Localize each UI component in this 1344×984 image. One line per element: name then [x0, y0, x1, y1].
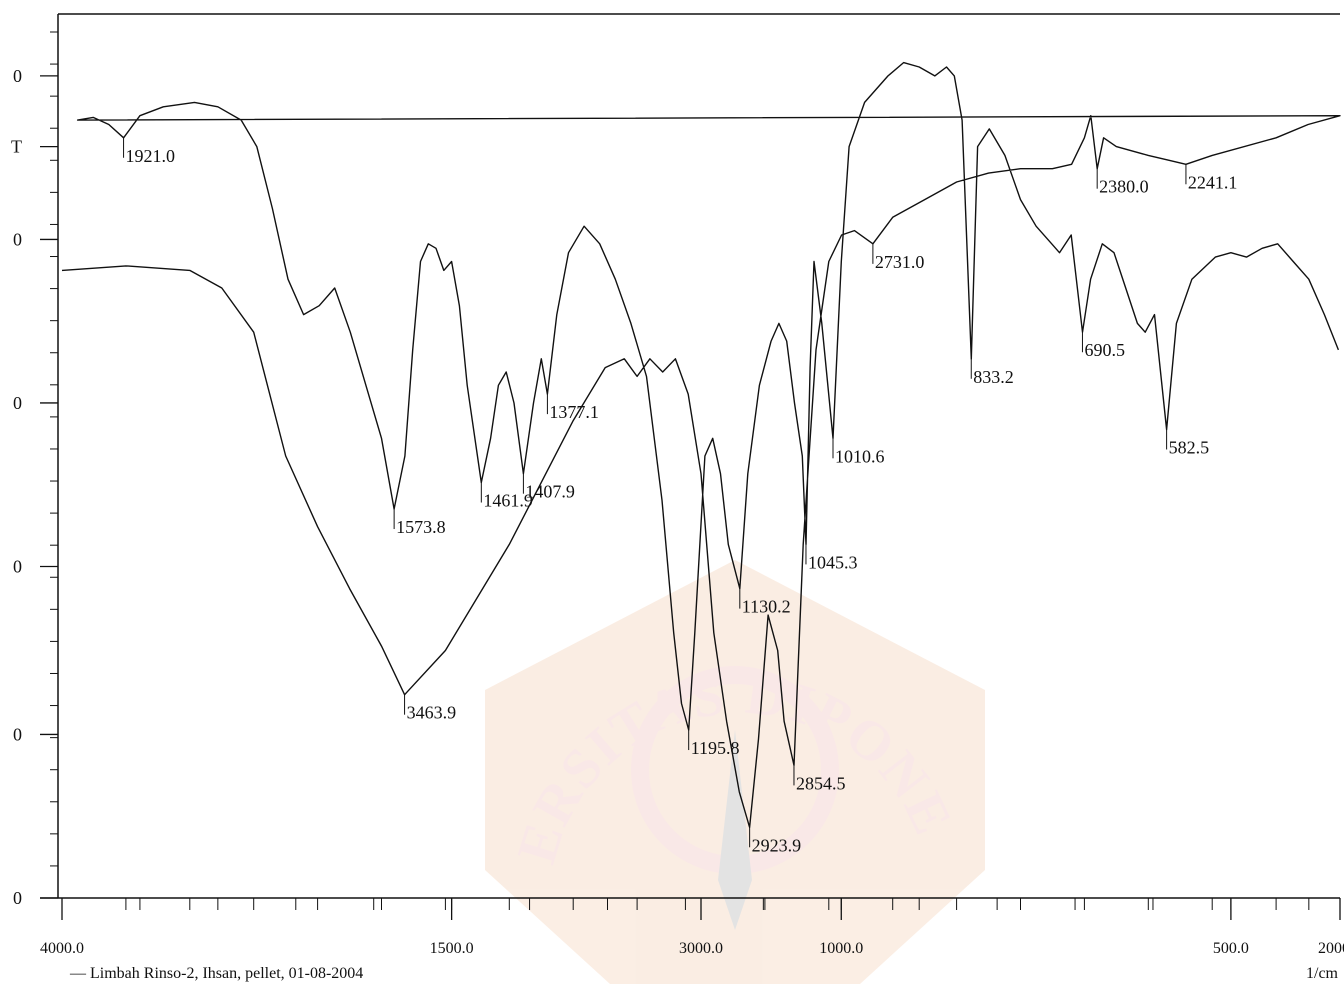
y-tick-label: 0: [13, 229, 22, 249]
seal-text: UNIVERSITAS DIPONEGORO: [0, 0, 962, 870]
peak-label: 833.2: [973, 367, 1014, 387]
peak-label: 1130.2: [742, 597, 791, 617]
peak-label: 1407.9: [525, 482, 575, 502]
x-tick-label: 1000.0: [819, 940, 863, 957]
peak-label: 1010.6: [835, 446, 885, 466]
peak-label: 2854.5: [796, 773, 846, 793]
x-tick-label: 2000.0: [1318, 940, 1344, 957]
y-tick-label: 0: [13, 724, 22, 744]
peak-label: 3463.9: [407, 703, 457, 723]
peak-label: 690.5: [1084, 340, 1125, 360]
peak-label: 1377.1: [549, 402, 599, 422]
peak-label: 2241.1: [1188, 172, 1238, 192]
peak-label: 1045.3: [808, 552, 858, 572]
x-tick-label: 500.0: [1213, 940, 1249, 957]
legend-text: — Limbah Rinso-2, Ihsan, pellet, 01-08-2…: [69, 965, 363, 982]
y-tick-label: 0: [13, 557, 22, 577]
spectrum-series: [61, 61, 1341, 828]
peak-label: 1573.8: [396, 517, 446, 537]
y-tick-label: 0: [13, 393, 22, 413]
peak-label: 2380.0: [1099, 177, 1149, 197]
peak-label: 1921.0: [126, 146, 176, 166]
spectrum-line: [61, 61, 1341, 828]
peak-label: 1195.8: [691, 738, 740, 758]
seal-gear-shape: [631, 666, 839, 874]
x-tick-label: 3000.0: [679, 940, 723, 957]
x-tick-label: 1500.0: [430, 940, 474, 957]
y-tick-label: 0: [13, 66, 22, 86]
x-unit-label: 1/cm: [1306, 965, 1339, 982]
peak-label: 2731.0: [875, 252, 925, 272]
peak-label: 582.5: [1169, 437, 1210, 457]
seal-dagger-shape: [718, 730, 752, 930]
y-axis-ticks: 0 0 0 0 0 T 0: [11, 31, 58, 908]
x-axis-ticks: 4000.0 3000.0 2000.0 1500.0 1000.0 500.0: [40, 898, 1344, 957]
peak-label: 2923.9: [752, 835, 802, 855]
seal-shield-shape: [485, 560, 985, 984]
y-tick-label: T: [11, 137, 22, 157]
peak-label: 1461.9: [483, 491, 533, 511]
y-tick-label: 0: [13, 888, 22, 908]
x-tick-label: 4000.0: [40, 940, 84, 957]
peak-labels: 3463.9 2923.9 2854.5 2731.0 2380.0 2241.1 1921…: [123, 137, 1238, 855]
